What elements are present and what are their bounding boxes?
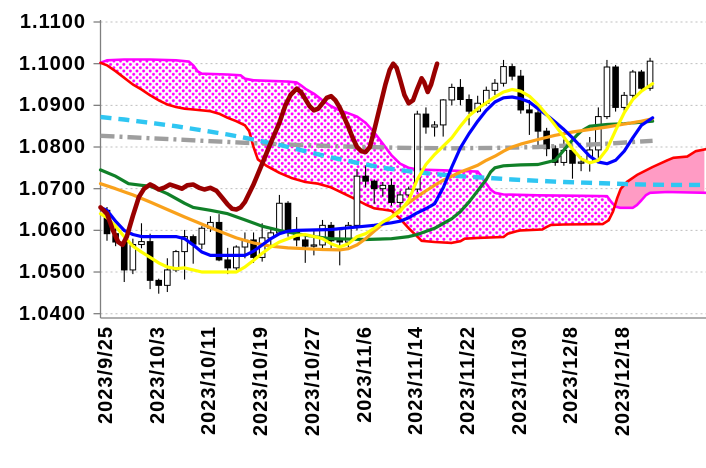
candle-down xyxy=(526,109,533,114)
candle-up xyxy=(353,175,361,226)
candle-down xyxy=(301,239,309,247)
candle-up xyxy=(577,161,585,164)
candle-down xyxy=(146,241,154,281)
kijun-blue xyxy=(98,95,655,257)
candle-up xyxy=(629,71,637,96)
candle-down xyxy=(422,113,430,128)
y-axis-label: 1.0800 xyxy=(18,136,86,158)
x-axis-label: 2023/12/8 xyxy=(560,326,583,424)
candle-down xyxy=(543,130,550,150)
candle-down xyxy=(284,202,292,231)
candle-down xyxy=(362,175,369,182)
candle-down xyxy=(327,224,335,242)
ma-green xyxy=(98,119,655,242)
candle-down xyxy=(465,99,473,112)
x-axis-label: 2023/9/25 xyxy=(95,326,117,424)
y-axis-label: 1.0900 xyxy=(18,94,86,117)
candle-down xyxy=(534,112,542,132)
x-axis-label: 2023/11/6 xyxy=(353,326,376,423)
candle-down xyxy=(224,259,231,269)
candle-up xyxy=(379,184,387,190)
candle-up xyxy=(448,86,456,101)
candle-up xyxy=(138,241,145,246)
y-axis-label: 1.0700 xyxy=(18,177,86,200)
x-axis-label: 2023/11/14 xyxy=(405,326,428,435)
y-axis-label: 1.0600 xyxy=(18,219,86,242)
candle-up xyxy=(439,99,447,126)
senkou-b-red xyxy=(99,61,706,245)
candle-down xyxy=(336,240,344,243)
y-axis-label: 1.0400 xyxy=(18,302,86,325)
x-axis-label: 2023/11/22 xyxy=(457,326,480,435)
candle-up xyxy=(233,246,240,269)
candle-up xyxy=(319,224,326,246)
candle-up xyxy=(491,82,499,91)
candle-down xyxy=(612,66,619,108)
candle-down xyxy=(388,184,395,203)
candle-up xyxy=(414,113,421,190)
candle-up xyxy=(164,269,171,286)
candle-down xyxy=(508,66,516,77)
candle-down xyxy=(638,71,645,89)
x-axis-label: 2023/10/27 xyxy=(301,326,324,437)
x-axis-label: 2023/10/19 xyxy=(250,326,273,437)
tenkan-yellow xyxy=(98,82,655,274)
candle-up xyxy=(646,60,654,89)
y-axis-label: 1.1000 xyxy=(18,52,86,75)
x-axis-label: 2023/10/3 xyxy=(146,326,169,424)
x-axis-label: 2023/11/30 xyxy=(508,326,531,435)
x-axis-label: 2023/12/18 xyxy=(612,326,635,437)
y-axis-label: 1.1100 xyxy=(19,11,86,33)
candle-up xyxy=(500,66,507,84)
x-axis-label: 2023/10/11 xyxy=(198,326,221,435)
y-axis-label: 1.0500 xyxy=(18,261,86,284)
candle-down xyxy=(370,180,378,190)
candle-up xyxy=(620,94,628,108)
candle-up xyxy=(310,244,318,247)
candle-up xyxy=(595,116,602,151)
candle-up xyxy=(431,124,438,128)
candle-up xyxy=(603,66,611,118)
lagging-darkred xyxy=(98,61,440,248)
ma-gray-dashdot xyxy=(100,133,653,151)
candle-down xyxy=(215,221,223,261)
ma-cyan-dashed xyxy=(100,114,706,188)
candle-down xyxy=(457,86,464,101)
candle-up xyxy=(198,227,206,245)
candle-up xyxy=(396,194,404,203)
candle-up xyxy=(181,236,188,253)
candle-down xyxy=(155,279,163,286)
cloud-band xyxy=(616,149,705,208)
